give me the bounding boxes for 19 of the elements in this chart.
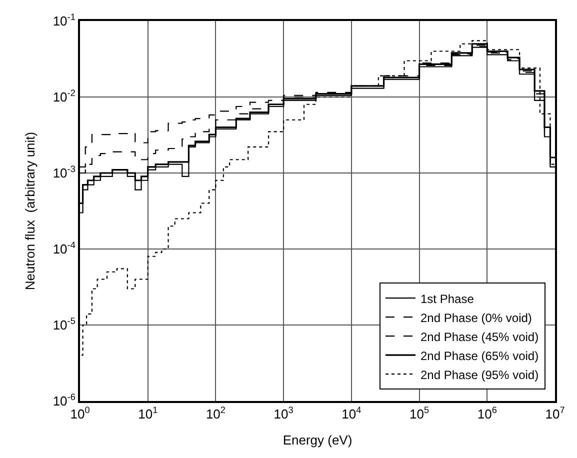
legend-label: 2nd Phase (65% void) <box>420 348 539 363</box>
y-axis-title: Neutron flux (arbitrary unit) <box>22 132 38 290</box>
x-tick-label: 10$^{2}$ <box>206 405 226 422</box>
x-tick-label: 10$^{5}$ <box>410 405 430 422</box>
x-tick-label: 10$^{6}$ <box>477 405 497 422</box>
x-tick-label: 10$^{3}$ <box>274 405 294 422</box>
legend-label: 1st Phase <box>420 292 474 306</box>
legend-label: 2nd Phase (45% void) <box>420 330 539 344</box>
x-tick-label: 10$^{1}$ <box>138 405 158 422</box>
y-tick-label: 10$^{-2}$ <box>52 88 76 105</box>
y-tick-label: 10$^{-1}$ <box>52 12 76 29</box>
y-tick-label: 10$^{-3}$ <box>52 164 76 181</box>
x-tick-label: 10$^{4}$ <box>342 405 362 422</box>
legend-label: 2nd Phase (95% void) <box>420 368 539 382</box>
x-axis-title: Energy (eV) <box>282 432 352 448</box>
y-tick-label: 10$^{-4}$ <box>52 240 76 257</box>
y-tick-label: 10$^{-5}$ <box>52 316 76 333</box>
legend-label: 2nd Phase (0% void) <box>420 310 532 325</box>
x-tick-label: 10$^{7}$ <box>545 405 565 422</box>
